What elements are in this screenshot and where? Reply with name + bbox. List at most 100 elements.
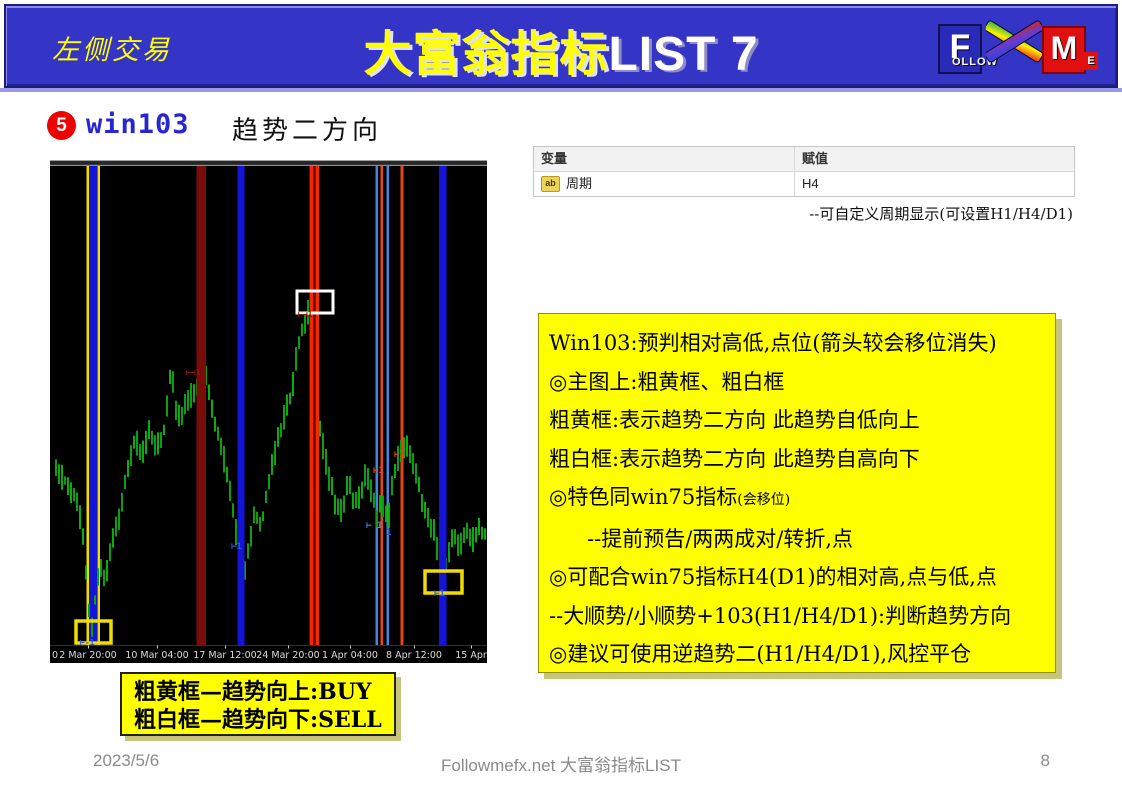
price-bar [274, 441, 276, 465]
price-bar [223, 446, 225, 472]
logo-x-icon [986, 18, 1042, 64]
price-bar [262, 511, 264, 521]
price-bar [418, 477, 420, 492]
params-table: 变量 赋值 ab周期H4 [533, 146, 1075, 197]
logo-m-tile: M [1042, 26, 1086, 74]
footer-center: Followmefx.net 大富翁指标LIST [0, 751, 1122, 776]
params-table-header-variable: 变量 [534, 147, 795, 171]
chart-top-strip [50, 161, 487, 165]
page-title-cn: 大富翁指标 [363, 28, 608, 81]
win103-info-box: Win103:预判相对高低,点位(箭头较会移位消失) ◎主图上:粗黄框、粗白框粗黄… [538, 313, 1056, 673]
price-bar [394, 464, 396, 478]
thin-lightblue-line-2 [387, 166, 390, 645]
info-line: ◎特色同win75指标(会移位) [549, 478, 1047, 520]
price-bar [319, 421, 321, 437]
chart-marker-label: 1 [386, 528, 391, 538]
info-line-text: ◎建议可使用逆趋势二(H1/H4/D1),风控平仓 [549, 642, 971, 666]
price-bar [169, 370, 171, 384]
price-bar [208, 385, 210, 401]
params-table-row: ab周期H4 [534, 172, 1074, 196]
info-line: 粗白框:表示趋势二方向 此趋势自高向下 [549, 440, 1047, 479]
chart-marker-label: ⊢ 1 [366, 521, 382, 531]
price-bar [253, 506, 255, 523]
axis-label: 0 [52, 650, 58, 661]
price-bar [190, 383, 192, 408]
price-bar [358, 486, 360, 508]
price-bar [133, 436, 135, 449]
price-bar [64, 476, 66, 484]
info-line-text: 粗黄框:表示趋势二方向 此趋势自低向上 [549, 408, 920, 432]
price-bar [217, 427, 219, 441]
price-bar [295, 347, 297, 371]
price-bar [469, 529, 471, 547]
price-bar [268, 474, 270, 489]
axis-label: 17 Mar 12:00 [193, 650, 256, 661]
params-table-header-value: 赋值 [795, 147, 1074, 171]
axis-label: 8 Apr 12:00 [386, 650, 442, 661]
price-bar [334, 495, 336, 515]
price-bar [76, 492, 78, 511]
price-bar [148, 420, 150, 439]
price-bar [184, 394, 186, 414]
price-bar [286, 394, 288, 415]
slide-header-bar: 左侧交易 大富翁指标LIST 7 F OLLOW M E [4, 4, 1118, 88]
info-line: Win103:预判相对高低,点位(箭头较会移位消失) [549, 324, 1047, 363]
section-code: win103 [86, 109, 190, 140]
price-bar [259, 517, 261, 532]
price-bar [256, 512, 258, 524]
price-bar [331, 477, 333, 495]
price-bar [292, 372, 294, 396]
chart-top-strip-line [50, 165, 487, 166]
chart-marker-label: ⊢-1 [80, 638, 95, 647]
price-bar [142, 441, 144, 463]
price-bar [157, 432, 159, 454]
price-chart: ⊢⊣1⊢⊣1⊢1⊢ 11⊢1⊢1⊢1⊢-102 Mar 20:0010 Mar … [50, 160, 487, 663]
info-line-text: --大顺势/小顺势+103(H1/H4/D1):判断趋势方向 [549, 604, 1011, 628]
info-line-text: ◎特色同win75指标 [549, 485, 737, 509]
red-line-stripe-1 [310, 166, 313, 645]
price-bar [370, 479, 372, 502]
axis-label: 1 Apr 04:00 [322, 650, 378, 661]
price-bar [457, 534, 459, 556]
price-bar [61, 465, 63, 490]
axis-tick [88, 646, 89, 649]
price-bar [337, 498, 339, 514]
info-line-text: ◎主图上:粗黄框、粗白框 [549, 370, 784, 394]
legend-line: 粗白框—趋势向下:SELL [134, 706, 394, 734]
axis-tick [350, 646, 351, 649]
axis-tick [288, 646, 289, 649]
price-bar [352, 493, 354, 510]
trend-blue-line-1 [89, 166, 97, 645]
maroon-line [197, 166, 207, 645]
price-bar [481, 527, 483, 540]
price-bar [187, 390, 189, 411]
ab-string-icon: ab [541, 176, 560, 192]
trend-blue-line-2 [238, 166, 245, 645]
chart-marker-label: ⊢1 [394, 450, 405, 460]
axis-tick [414, 646, 415, 649]
price-bar [301, 323, 303, 336]
info-line: 粗黄框:表示趋势二方向 此趋势自低向上 [549, 401, 1047, 440]
price-bar [160, 432, 162, 448]
price-bar [364, 464, 366, 486]
price-bar [232, 503, 234, 517]
price-bar [328, 467, 330, 491]
axis-tick [157, 646, 158, 649]
price-bar [70, 482, 72, 503]
price-bar [193, 384, 195, 402]
price-bar [448, 542, 450, 562]
price-bar [460, 533, 462, 555]
price-bar [346, 476, 348, 495]
price-bar [454, 529, 456, 544]
price-bar [373, 493, 375, 508]
price-bar [298, 336, 300, 349]
price-bar [379, 495, 381, 512]
price-bar [361, 482, 363, 499]
info-line: ◎建议可使用逆趋势二(H1/H4/D1),风控平仓 [549, 635, 1047, 674]
price-bar [382, 496, 384, 518]
price-bar [472, 527, 474, 552]
info-line-text: Win103:预判相对高低,点位(箭头较会移位消失) [549, 331, 997, 355]
chart-marker-label: ⊢1 [231, 542, 242, 552]
price-bar [121, 493, 123, 512]
price-bar [85, 565, 87, 579]
